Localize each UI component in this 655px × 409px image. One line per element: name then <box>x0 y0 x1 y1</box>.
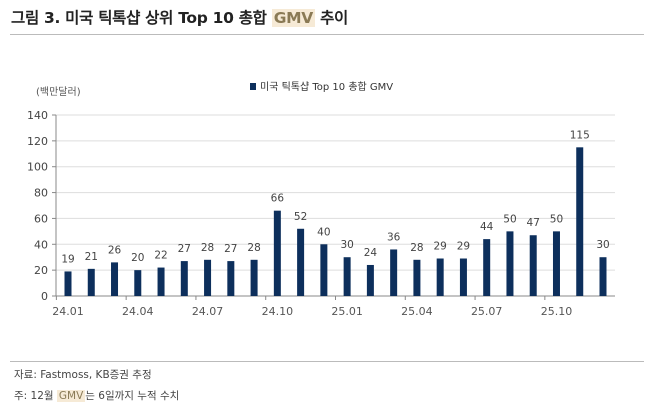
bar <box>134 270 142 296</box>
bar <box>576 147 584 296</box>
x-tick-label: 24.01 <box>52 305 84 318</box>
footnote: 주: 12월 GMV 는 6일까지 누적 수치 <box>14 388 179 403</box>
data-label: 28 <box>247 242 260 254</box>
data-label: 29 <box>433 241 446 253</box>
data-label: 19 <box>61 253 74 265</box>
bar <box>552 231 560 296</box>
y-tick-label: 0 <box>41 290 48 303</box>
data-label: 47 <box>527 217 540 229</box>
bar <box>366 264 374 296</box>
footnote-suffix: 는 6일까지 누적 수치 <box>85 390 180 402</box>
x-tick-label: 25.01 <box>331 305 363 318</box>
data-label: 29 <box>457 241 470 253</box>
bar <box>320 244 328 296</box>
data-label: 115 <box>570 129 590 141</box>
bar <box>180 261 188 296</box>
bar <box>297 228 305 296</box>
bar <box>343 257 351 296</box>
bar <box>227 261 235 296</box>
x-tick-label: 24.10 <box>262 305 294 318</box>
source-note: 자료: Fastmoss, KB증권 추정 <box>14 369 152 381</box>
bar <box>64 271 72 296</box>
data-label: 20 <box>131 252 144 264</box>
bar <box>599 257 607 296</box>
bar <box>204 259 212 296</box>
data-label: 52 <box>294 211 307 223</box>
x-tick-label: 24.04 <box>122 305 154 318</box>
bar <box>273 210 281 296</box>
data-label: 50 <box>503 213 516 225</box>
y-tick-label: 120 <box>27 135 48 148</box>
data-label: 24 <box>364 247 378 259</box>
legend-label: 미국 틱톡샵 Top 10 총합 GMV <box>260 81 393 93</box>
data-label: 26 <box>108 244 122 256</box>
bar <box>436 258 444 296</box>
footer-divider <box>10 361 644 362</box>
x-tick-label: 25.07 <box>471 305 503 318</box>
bar-chart: (백만달러) 미국 틱톡샵 Top 10 총합 GMV 0 20 40 60 80 100 12… <box>27 81 615 318</box>
y-tick-label: 140 <box>27 109 48 122</box>
data-label: 28 <box>201 242 214 254</box>
x-tick-label: 25.04 <box>401 305 433 318</box>
y-tick-label: 60 <box>34 212 48 225</box>
footnote-highlight: GMV <box>56 390 86 402</box>
bar <box>390 249 398 296</box>
y-tick-label: 20 <box>34 264 48 277</box>
data-label: 22 <box>154 250 167 262</box>
title-divider <box>10 34 644 35</box>
bar <box>87 268 95 296</box>
bar <box>250 259 258 296</box>
footnote-text: 주: 12월 <box>14 390 57 402</box>
data-label: 30 <box>340 239 353 251</box>
bar <box>459 258 467 296</box>
data-label: 27 <box>178 243 191 255</box>
x-tick-label: 24.07 <box>192 305 224 318</box>
title-highlight: GMV <box>271 9 315 27</box>
x-tick-label: 25.10 <box>541 305 573 318</box>
bar <box>506 231 514 296</box>
data-label: 30 <box>596 239 609 251</box>
data-label: 36 <box>387 231 401 243</box>
bar <box>413 259 421 296</box>
data-label: 66 <box>271 193 285 205</box>
bar <box>157 267 165 296</box>
data-label: 27 <box>224 243 237 255</box>
y-tick-label: 40 <box>34 238 48 251</box>
bar <box>529 235 537 296</box>
y-tick-label: 100 <box>27 161 48 174</box>
title-text: 그림 3. 미국 틱톡샵 상위 Top 10 총합 <box>11 9 272 27</box>
data-label: 50 <box>550 213 563 225</box>
data-label: 44 <box>480 221 494 233</box>
bar <box>483 239 491 296</box>
unit-label: (백만달러) <box>36 86 81 98</box>
data-label: 28 <box>410 242 423 254</box>
y-tick-label: 80 <box>34 187 48 200</box>
bar <box>111 262 119 296</box>
data-label: 40 <box>317 226 330 238</box>
figure-title: 그림 3. 미국 틱톡샵 상위 Top 10 총합 GMV 추이 <box>11 6 348 28</box>
data-label: 21 <box>85 251 98 263</box>
title-suffix: 추이 <box>314 9 349 27</box>
legend-swatch <box>250 83 256 90</box>
